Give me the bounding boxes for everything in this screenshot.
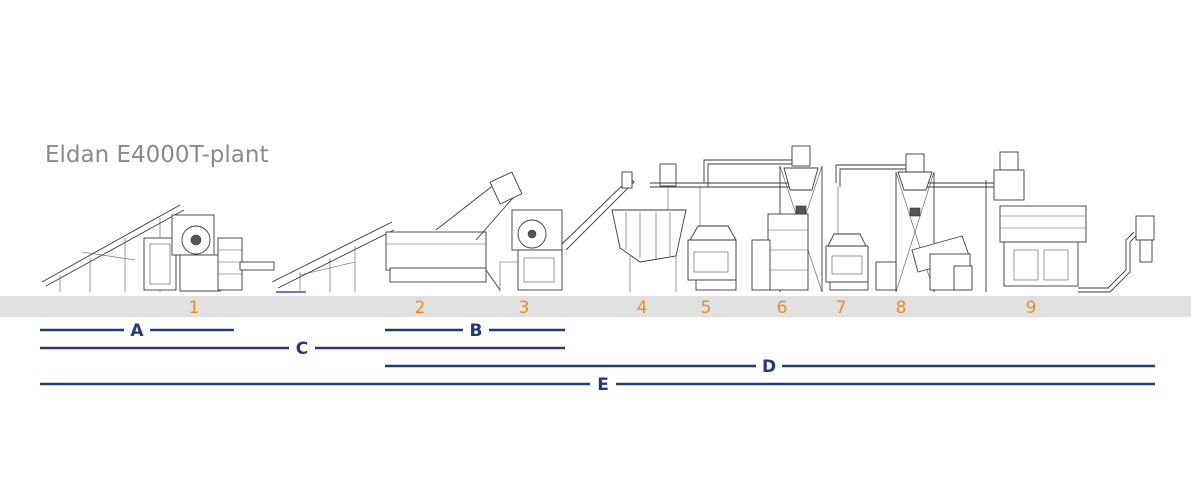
station-label-3: 3 — [519, 298, 530, 318]
station-label-1: 1 — [189, 298, 200, 318]
station-label-4: 4 — [637, 298, 648, 318]
machine-granulator-1 — [687, 225, 737, 291]
section-label-d: D — [762, 357, 776, 377]
machine-cyclone-tower-2 — [875, 153, 973, 293]
machine-shear-infeed — [41, 204, 275, 292]
section-label-c: C — [296, 339, 308, 359]
machine-infeed-hopper — [385, 171, 523, 291]
floor-band — [0, 296, 1191, 317]
section-bars: A B C D E — [40, 321, 1155, 395]
machine-cyclone-tower-1 — [751, 145, 823, 293]
machine-transfer-conveyor — [271, 221, 395, 293]
machine-rasper — [499, 171, 635, 292]
station-label-5: 5 — [701, 298, 712, 318]
section-label-a: A — [130, 321, 144, 341]
section-label-b: B — [470, 321, 483, 341]
station-label-7: 7 — [836, 298, 847, 318]
machine-separation-table — [985, 151, 1155, 293]
plant-title: Eldan E4000T-plant — [45, 142, 269, 168]
machine-ductwork — [650, 159, 1000, 250]
machine-magnetic-separator — [611, 163, 687, 292]
machine-granulator-2 — [825, 233, 869, 291]
station-labels: 1 2 3 4 5 6 7 8 9 — [189, 298, 1037, 318]
station-label-6: 6 — [777, 298, 788, 318]
section-label-e: E — [597, 375, 609, 395]
station-label-9: 9 — [1026, 298, 1037, 318]
station-label-8: 8 — [896, 298, 907, 318]
station-label-2: 2 — [415, 298, 426, 318]
